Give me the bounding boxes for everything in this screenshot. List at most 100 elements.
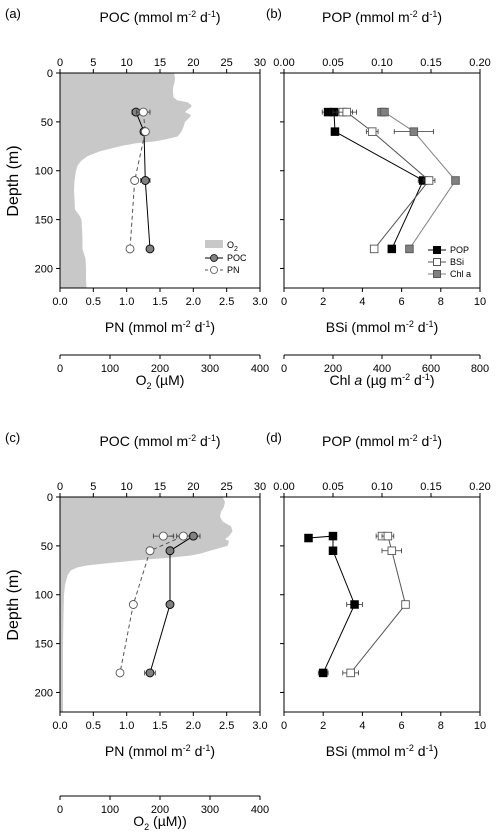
y-axis-label: Depth (m) xyxy=(5,145,22,216)
data-point-chl-a xyxy=(451,176,460,185)
bottom-axis-ticks: 0.0 0.5 1.0 1.5 2.0 2.5 3.0 xyxy=(52,712,268,732)
y-axis-ticks: 0 50 100 150 200 xyxy=(35,492,60,699)
data-point-bsi xyxy=(401,600,410,609)
extra-tick-label: 300 xyxy=(201,363,219,375)
legend-pop-label: POP xyxy=(450,245,469,255)
data-point-poc xyxy=(165,546,175,556)
panel-c: 0 5 10 15 20 25 30 0.0 0.5 1.0 1.5 2.0 2.5 3.0 0 50 10… xyxy=(5,430,269,832)
y-tick-label: 0 xyxy=(47,492,53,504)
data-point-pop xyxy=(387,244,397,254)
top-tick-label: 0.15 xyxy=(420,481,441,493)
top-tick-label: 0 xyxy=(57,481,63,493)
data-point-pop xyxy=(350,600,359,609)
extra-axis-label: Chl a (µg m-2 d-1) xyxy=(329,372,434,388)
data-point-poc xyxy=(145,668,155,678)
bottom-axis-label: PN (mmol m-2 d-1) xyxy=(105,319,215,335)
top-tick-label: 0 xyxy=(57,57,63,69)
legend-pn-marker xyxy=(210,266,218,274)
top-tick-label: 0.05 xyxy=(322,481,343,493)
data-point-chl-a xyxy=(409,127,419,136)
bottom-tick-label: 2 xyxy=(320,720,326,732)
bottom-tick-label: 0.0 xyxy=(52,296,67,308)
y-tick-label: 150 xyxy=(35,215,53,227)
data-point-pn xyxy=(140,127,150,137)
series-line-pn xyxy=(129,112,146,249)
bottom-tick-label: 2 xyxy=(320,296,326,308)
top-axis-label: POC (mmol m-2 d-1) xyxy=(99,433,220,449)
top-tick-label: 25 xyxy=(221,481,233,493)
bottom-tick-label: 1.0 xyxy=(119,296,134,308)
data-point-bsi xyxy=(346,668,355,678)
bottom-tick-label: 0 xyxy=(281,296,287,308)
bottom-tick-label: 2.0 xyxy=(186,720,201,732)
extra-tick-label: 200 xyxy=(151,363,169,375)
y-tick-label: 50 xyxy=(41,117,53,129)
data-point-pn xyxy=(128,600,138,609)
top-tick-label: 0.15 xyxy=(420,57,441,69)
top-tick-label: 20 xyxy=(187,57,199,69)
bottom-axis-label: BSi (mmol m-2 d-1) xyxy=(326,319,439,335)
bottom-tick-label: 6 xyxy=(399,296,405,308)
top-tick-label: 5 xyxy=(90,57,96,69)
data-point-poc xyxy=(188,531,198,541)
y-tick-label: 150 xyxy=(35,639,53,651)
legend-poc-marker xyxy=(210,254,218,262)
extra-tick-label: 0 xyxy=(281,363,287,375)
legend-bsi-label: BSi xyxy=(450,257,464,267)
bottom-tick-label: 0 xyxy=(281,720,287,732)
extra-axis: 0 100 200 300 400 xyxy=(57,354,269,375)
extra-tick-label: 400 xyxy=(373,363,391,375)
extra-tick-label: 0 xyxy=(57,363,63,375)
legend-chl-label: Chl a xyxy=(450,269,471,279)
legend: O2 POC PN xyxy=(205,240,247,275)
legend-chl-marker xyxy=(433,270,441,278)
legend-pn-label: PN xyxy=(227,265,240,275)
data-point-pn xyxy=(145,546,155,556)
data-point-pn xyxy=(130,176,140,185)
data-point-pop xyxy=(318,668,328,678)
bottom-tick-label: 2.5 xyxy=(219,296,234,308)
legend-poc-label: POC xyxy=(227,253,247,263)
data-point-pop xyxy=(304,533,313,543)
y-tick-label: 200 xyxy=(35,263,53,275)
data-point-bsi xyxy=(369,244,379,254)
extra-axis-label: O2 (µM)) xyxy=(133,813,187,832)
data-point-chl-a xyxy=(405,244,414,254)
bottom-tick-label: 0.5 xyxy=(86,720,101,732)
data-point-bsi xyxy=(387,546,397,556)
top-tick-label: 0.10 xyxy=(371,481,392,493)
panel-label: (a) xyxy=(5,6,21,21)
bottom-axis-label: BSi (mmol m-2 d-1) xyxy=(326,743,439,759)
data-point-chl-a xyxy=(380,107,389,117)
top-tick-label: 10 xyxy=(121,57,133,69)
bottom-tick-label: 10 xyxy=(474,720,486,732)
series-group xyxy=(115,531,201,678)
top-tick-label: 0.20 xyxy=(469,481,490,493)
top-axis-label: POC (mmol m-2 d-1) xyxy=(99,9,220,25)
data-point-pop xyxy=(330,127,340,136)
top-axis-ticks: 0 5 10 15 20 25 30 xyxy=(57,481,266,497)
top-tick-label: 0.00 xyxy=(273,57,294,69)
bottom-tick-label: 0.0 xyxy=(52,720,67,732)
bottom-tick-label: 10 xyxy=(474,296,486,308)
series-group xyxy=(125,107,155,254)
extra-tick-label: 800 xyxy=(471,363,489,375)
top-axis-ticks: 0.00 0.05 0.10 0.15 0.20 xyxy=(273,481,491,693)
data-point-pop xyxy=(328,531,338,541)
data-point-pn xyxy=(138,107,148,117)
extra-tick-label: 300 xyxy=(201,804,219,816)
top-tick-label: 15 xyxy=(154,57,166,69)
y-axis-ticks: 0 50 100 150 200 xyxy=(35,68,60,275)
top-tick-label: 30 xyxy=(254,481,266,493)
bottom-tick-label: 4 xyxy=(359,720,365,732)
panel-label: (c) xyxy=(5,430,20,445)
extra-tick-label: 400 xyxy=(251,363,269,375)
top-axis-ticks: 0.00 0.05 0.10 0.15 0.20 xyxy=(273,57,491,269)
data-point-pn xyxy=(158,531,168,541)
top-axis-label: POP (mmol m-2 d-1) xyxy=(322,9,442,25)
data-point-bsi xyxy=(383,531,393,541)
bottom-tick-label: 3.0 xyxy=(252,720,267,732)
top-tick-label: 0.10 xyxy=(371,57,392,69)
series-line-poc xyxy=(135,111,151,249)
